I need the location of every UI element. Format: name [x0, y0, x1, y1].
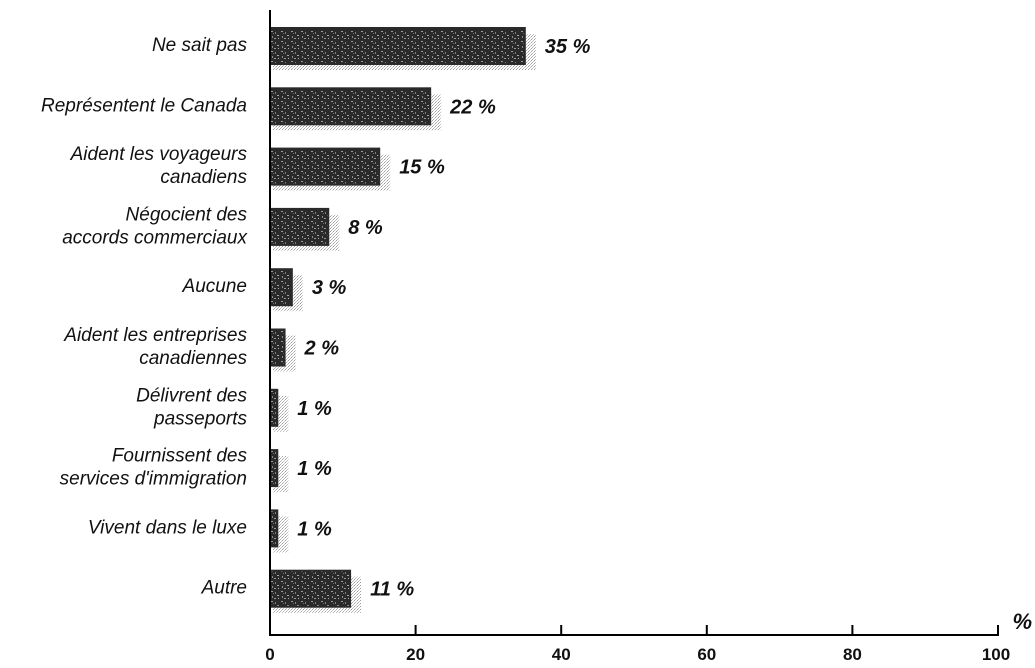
x-axis: 0 20 40 60 80 100%	[265, 10, 1032, 664]
x-tick-label: 60	[697, 645, 716, 664]
bar	[269, 268, 293, 307]
bar	[269, 449, 279, 488]
category-label: Aident les voyageurs canadiens	[70, 144, 248, 188]
category-label: Vivent dans le luxe	[88, 517, 247, 538]
value-label: 35 %	[545, 36, 591, 58]
bar	[269, 388, 279, 427]
bar	[269, 569, 352, 608]
value-label: 1 %	[297, 458, 332, 480]
x-tick-label: 80	[843, 645, 862, 664]
category-label: Représentent le Canada	[41, 95, 247, 116]
value-label: 15 %	[399, 157, 445, 179]
bar	[269, 147, 381, 186]
category-label: Aucune	[182, 276, 247, 297]
category-label: Ne sait pas	[152, 35, 248, 56]
value-label: 2 %	[304, 338, 340, 360]
category-label: Délivrent des passeports	[136, 385, 247, 429]
category-label: Négocient des accords commerciaux	[62, 204, 248, 248]
value-label: 22 %	[449, 96, 496, 118]
x-axis-unit: %	[1012, 609, 1032, 634]
category-label: Autre	[201, 578, 247, 599]
x-tick-label: 100	[982, 645, 1010, 664]
bar	[269, 207, 330, 246]
x-tick-label: 20	[406, 645, 425, 664]
value-label: 3 %	[312, 277, 347, 299]
bar	[269, 328, 286, 367]
x-tick-label: 0	[265, 645, 274, 664]
bar	[269, 509, 279, 548]
value-label: 11 %	[370, 579, 414, 601]
category-label: Fournissent des services d'immigration	[60, 446, 248, 490]
value-label: 1 %	[297, 398, 332, 420]
bar	[269, 87, 432, 126]
value-label: 8 %	[348, 217, 383, 239]
bar	[269, 27, 526, 65]
labels-layer: 35 % Ne sait pas 22 % Représentent le Canad…	[41, 35, 591, 601]
bars-layer	[269, 27, 536, 613]
x-tick-label: 40	[552, 645, 571, 664]
value-label: 1 %	[297, 518, 332, 540]
category-label: Aident les entreprises canadiennes	[63, 325, 247, 369]
